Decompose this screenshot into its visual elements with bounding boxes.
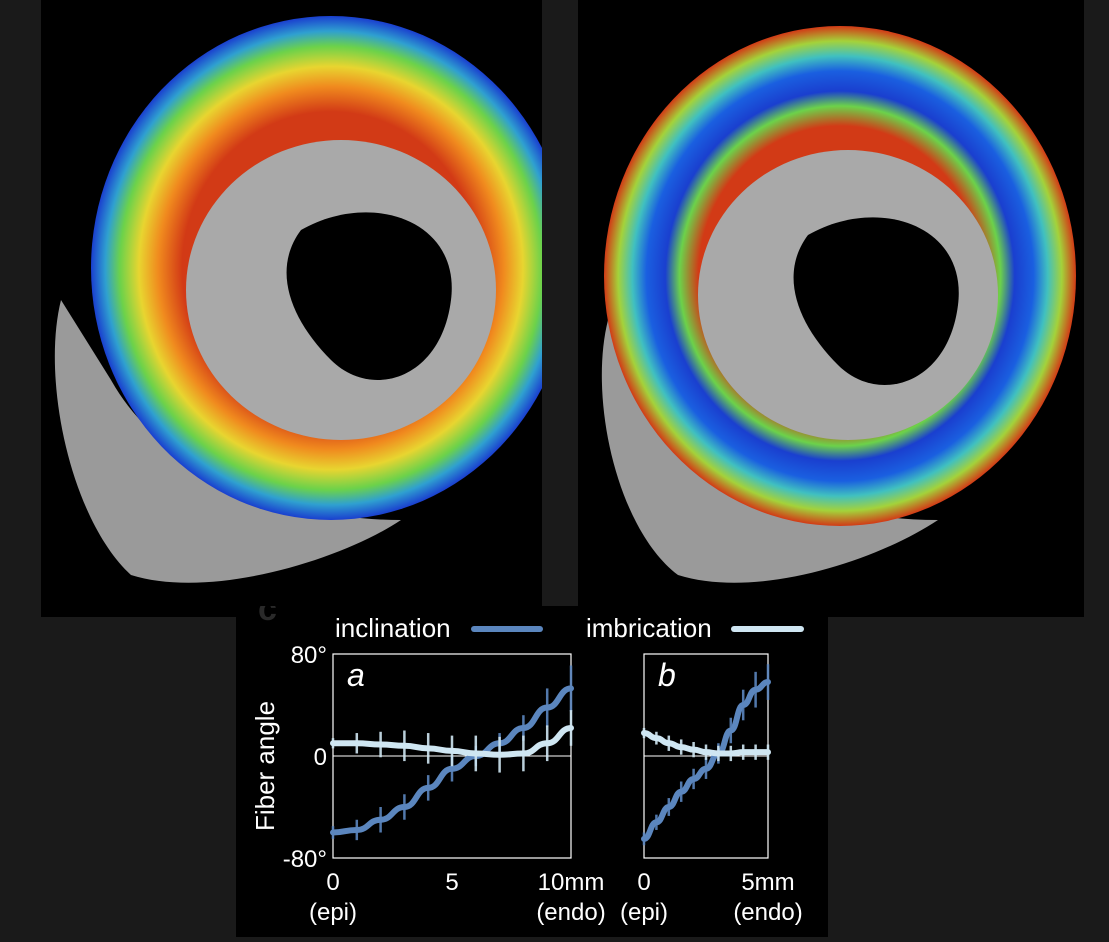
fiber-angle-chart-svg: c inclination imbrication Fiber angle a8… <box>250 590 804 926</box>
x-tick-label: 0 <box>326 869 339 896</box>
legend: inclination imbrication <box>335 613 804 643</box>
heart-fiber-image-left <box>41 0 571 617</box>
x-tick-label: 5 <box>445 869 458 896</box>
series-line-inclination <box>330 685 574 836</box>
panel-b-label: b <box>658 657 676 693</box>
x-tick-label: 10mm <box>538 869 605 896</box>
plot-b: b 0 (epi) 5mm (endo) <box>620 653 803 926</box>
panel-a-label: a <box>347 657 365 693</box>
legend-imbrication-label: imbrication <box>586 613 712 643</box>
x-tick-label: 5mm <box>741 869 794 896</box>
y-tick-label: -80° <box>283 846 327 873</box>
series-line-inclination <box>641 679 771 842</box>
plot-a: a80°0-80°0(epi)5 10mm(endo) <box>283 642 606 926</box>
x-tick-sublabel: (endo) <box>536 899 605 926</box>
y-tick-label: 0 <box>314 744 327 771</box>
x-tick-sublabel: (epi) <box>620 899 668 926</box>
y-tick-label: 80° <box>291 642 327 669</box>
panel-label: c <box>258 606 277 628</box>
heart-fiber-image-right-svg <box>601 26 1076 583</box>
x-tick-label: 0 <box>637 869 650 896</box>
y-axis-label: Fiber angle <box>250 701 280 831</box>
series-line-imbrication <box>641 730 771 757</box>
legend-inclination-label: inclination <box>335 613 451 643</box>
heart-fiber-image-left-svg <box>54 16 571 583</box>
heart-fiber-image-right <box>578 0 1084 617</box>
series-line-imbrication <box>330 724 574 758</box>
x-tick-sublabel: (epi) <box>309 899 357 926</box>
x-tick-sublabel: (endo) <box>733 899 802 926</box>
